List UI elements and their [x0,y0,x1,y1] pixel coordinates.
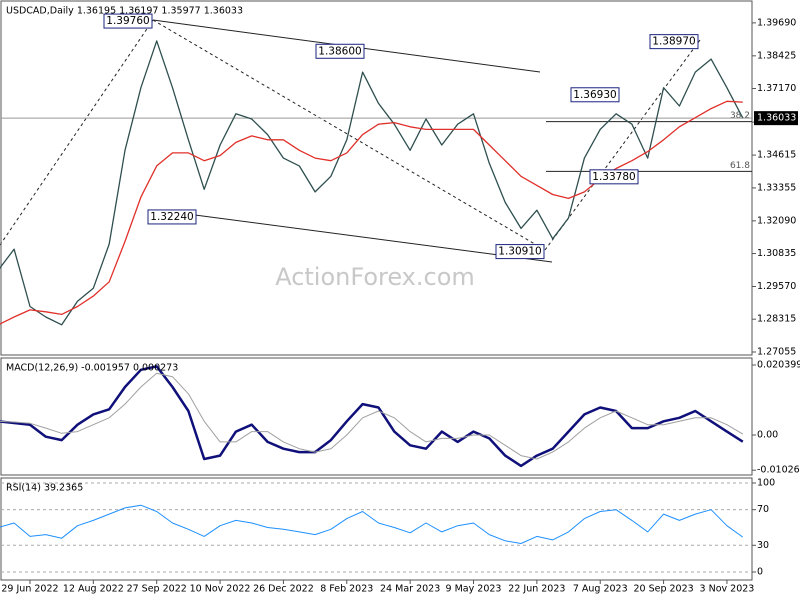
y-tick-label: 0.00 [757,429,778,440]
x-tick-label: 8 Feb 2023 [320,584,373,595]
x-tick-label: 10 Nov 2022 [190,584,251,595]
watermark: ActionForex.com [275,263,475,291]
y-tick-label: 1.37170 [757,83,796,94]
series-line [0,100,743,325]
y-tick-label: 1.33355 [757,182,796,193]
series-line [0,504,744,544]
current-price-label: 1.36033 [757,113,796,124]
series-line [0,372,744,460]
panel-frame [0,357,753,476]
price-label: 1.36930 [573,89,616,101]
y-tick-label: 70 [757,504,769,515]
panel-title: RSI(14) 39.2365 [6,483,83,494]
panel-frame [0,477,753,581]
price-label: 1.39760 [106,15,149,27]
price-label: 1.38600 [318,45,361,57]
series-line [0,40,744,326]
price-label-box [589,169,639,185]
panel-title: USDCAD,Daily 1.36195 1.36197 1.35977 1.3… [6,6,243,17]
y-tick-label: 0 [757,566,763,577]
panel-title: MACD(12,26,9) -0.001957 0.000273 [6,363,178,374]
y-tick-label: 1.28315 [757,314,796,325]
x-tick-label: 24 Mar 2023 [380,584,440,595]
price-label-box [103,13,153,29]
price-label: 1.33780 [592,171,635,183]
price-label: 1.32240 [150,211,193,223]
price-label-box [570,87,620,103]
y-tick-label: 1.30835 [757,248,796,259]
price-label: 1.30910 [498,246,541,258]
series-line [0,365,744,468]
y-tick-label: 30 [757,540,769,551]
y-tick-label: 0.020399 [757,360,800,371]
fib-label: 61.8 [730,161,750,171]
y-tick-label: 1.32090 [757,215,796,226]
current-price-box [754,111,798,126]
channel-line [194,214,553,263]
price-label-box [649,34,699,50]
panel-frame [0,0,753,356]
price-label: 1.38970 [652,36,695,48]
y-tick-label: 1.27055 [757,347,796,358]
x-tick-label: 22 Jun 2023 [508,584,565,595]
trend-line [544,39,701,251]
price-label-box [147,209,197,225]
x-tick-label: 3 Nov 2023 [700,584,755,595]
y-tick-label: 1.29570 [757,281,796,292]
x-tick-label: 20 Sep 2023 [633,584,693,595]
fib-label: 38.2 [730,111,750,121]
x-tick-label: 29 Jun 2022 [1,584,58,595]
y-tick-label: 100 [757,477,775,488]
price-label-box [495,244,545,260]
y-tick-label: 1.34615 [757,150,796,161]
x-tick-label: 26 Dec 2022 [253,584,314,595]
x-tick-label: 9 May 2023 [446,584,502,595]
y-tick-label: 1.38425 [757,50,796,61]
x-tick-label: 7 Aug 2023 [573,584,628,595]
y-tick-label: 1.39690 [757,17,796,28]
x-tick-label: 12 Aug 2022 [63,584,124,595]
trend-line [152,19,546,251]
y-tick-label: -0.01026 [757,465,800,476]
x-tick-label: 27 Sep 2022 [127,584,187,595]
price-label-box [315,43,365,59]
